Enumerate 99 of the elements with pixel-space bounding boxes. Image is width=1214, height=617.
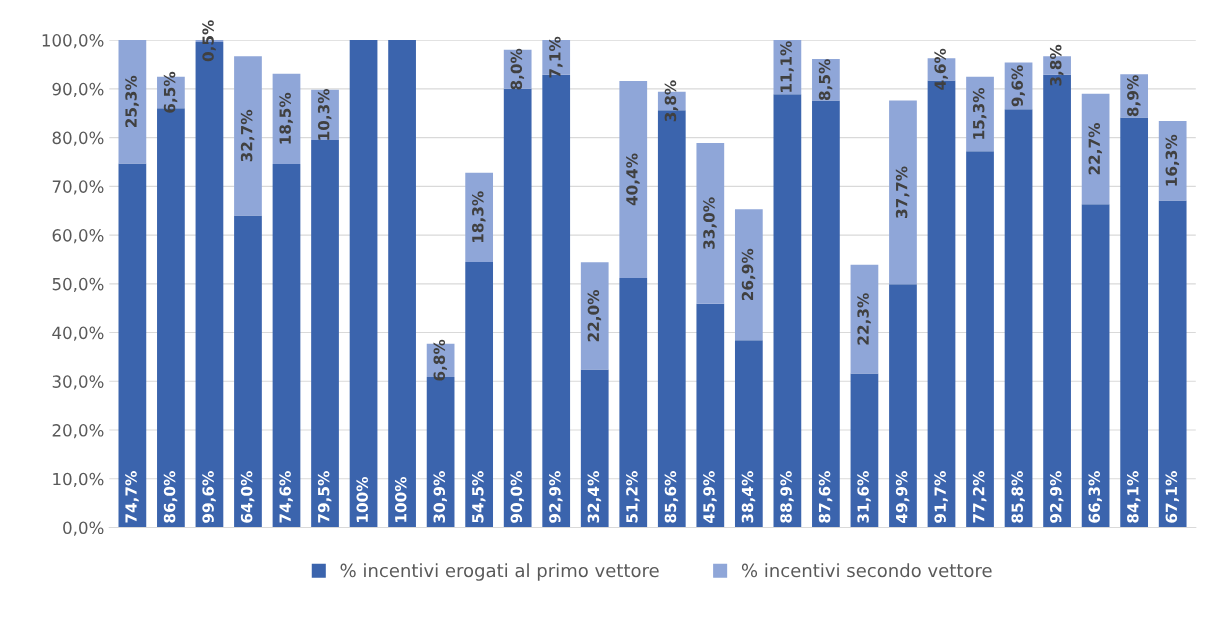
data-label: 8,0% xyxy=(510,48,525,90)
y-tick-label: 10,0% xyxy=(53,472,104,488)
bar xyxy=(812,100,840,528)
bar xyxy=(1158,200,1187,528)
data-label: 7,1% xyxy=(549,36,563,78)
data-label: 22,7% xyxy=(1088,123,1102,175)
data-label: 22,0% xyxy=(587,289,602,342)
data-label: 33,0% xyxy=(703,197,717,249)
bar xyxy=(580,262,609,370)
data-label: 15,3% xyxy=(972,87,987,139)
data-label: 18,3% xyxy=(472,191,486,243)
bar xyxy=(234,215,262,528)
y-tick-label: 40,0% xyxy=(52,326,104,341)
bar xyxy=(272,163,301,528)
data-label: 87,6% xyxy=(818,471,833,523)
data-label: 16,3% xyxy=(1165,134,1180,186)
bar xyxy=(118,40,147,164)
bar xyxy=(966,151,994,528)
data-label: 31,6% xyxy=(857,471,871,523)
y-tick-label: 50,0% xyxy=(52,277,104,293)
data-label: 8,9% xyxy=(1127,75,1141,117)
data-label: 32,7% xyxy=(240,109,255,162)
y-tick-label: 90,0% xyxy=(52,82,104,98)
bar xyxy=(619,81,648,278)
y-tick-label: 20,0% xyxy=(52,424,104,439)
data-label: 92,9% xyxy=(1049,471,1064,523)
data-label: 85,6% xyxy=(664,471,679,523)
data-label: 11,1% xyxy=(780,41,794,92)
data-label: 22,3% xyxy=(857,293,871,345)
data-label: 6,5% xyxy=(163,71,178,113)
bar xyxy=(1158,121,1187,201)
data-label: 91,7% xyxy=(934,471,948,523)
bar xyxy=(465,261,494,528)
bar xyxy=(388,40,416,528)
bar xyxy=(465,172,494,262)
data-label: 51,2% xyxy=(626,471,640,523)
data-label: 3,8% xyxy=(1049,44,1064,86)
bar xyxy=(1120,117,1149,528)
data-label: 100% xyxy=(394,476,407,522)
data-label: 9,6% xyxy=(1011,65,1025,107)
bar xyxy=(1004,109,1033,528)
bar xyxy=(580,369,609,528)
data-label: 88,9% xyxy=(780,471,794,523)
bar xyxy=(1081,204,1110,528)
data-label: 0,5% xyxy=(202,20,216,62)
data-label: 77,2% xyxy=(972,471,987,523)
data-label: 40,4% xyxy=(626,153,640,206)
data-label: 79,5% xyxy=(317,471,332,523)
data-label: 99,6% xyxy=(202,471,216,523)
data-label: 85,8% xyxy=(1011,471,1025,523)
data-label: 32,4% xyxy=(587,471,602,523)
y-tick-label: 60,0% xyxy=(52,229,104,244)
data-label: 66,3% xyxy=(1088,471,1102,523)
data-label: 10,3% xyxy=(317,88,332,140)
data-label: 18,5% xyxy=(279,92,293,144)
bar xyxy=(118,163,147,528)
y-tick-label: 70,0% xyxy=(52,180,104,195)
bar xyxy=(734,209,763,341)
data-label: 54,5% xyxy=(472,471,486,523)
bar xyxy=(889,284,917,528)
data-label: 26,9% xyxy=(741,248,756,301)
bar xyxy=(311,140,339,528)
bar xyxy=(234,56,262,216)
data-label: 100% xyxy=(356,476,368,522)
data-label: 3,8% xyxy=(664,80,679,122)
bar xyxy=(773,94,802,528)
data-label: 86,0% xyxy=(163,471,178,523)
bar xyxy=(619,277,648,528)
bar xyxy=(850,264,879,374)
data-label: 74,6% xyxy=(279,471,293,523)
bar xyxy=(696,142,725,304)
y-tick-label: 80,0% xyxy=(52,131,104,146)
y-tick-label: 0,0% xyxy=(63,521,104,536)
data-label: 74,7% xyxy=(125,471,139,523)
y-tick-label: 30,0% xyxy=(52,375,104,390)
data-label: 64,0% xyxy=(240,471,255,523)
data-label: 49,9% xyxy=(895,471,910,523)
bar xyxy=(696,303,725,528)
data-label: 4,6% xyxy=(934,48,948,90)
bar xyxy=(850,373,879,528)
data-label: 37,7% xyxy=(895,166,910,218)
data-label: 67,1% xyxy=(1165,471,1180,523)
data-label: 92,9% xyxy=(549,471,563,523)
data-label: 6,8% xyxy=(433,339,447,381)
data-label: 90,0% xyxy=(510,471,525,523)
data-label: 38,4% xyxy=(741,471,756,523)
data-label: 8,5% xyxy=(818,59,833,101)
bar xyxy=(503,88,532,528)
legend-label: % incentivi erogati al primo vettore xyxy=(340,563,659,581)
y-tick-label: 100,0% xyxy=(42,34,104,49)
data-label: 30,9% xyxy=(433,471,447,523)
bar xyxy=(889,100,917,285)
data-label: 45,9% xyxy=(703,471,717,523)
data-label: 84,1% xyxy=(1127,471,1141,523)
bar xyxy=(349,40,378,528)
bar xyxy=(734,340,763,528)
data-label: 25,3% xyxy=(125,75,139,128)
bar xyxy=(1081,93,1110,205)
legend-label: % incentivi secondo vettore xyxy=(741,563,992,578)
